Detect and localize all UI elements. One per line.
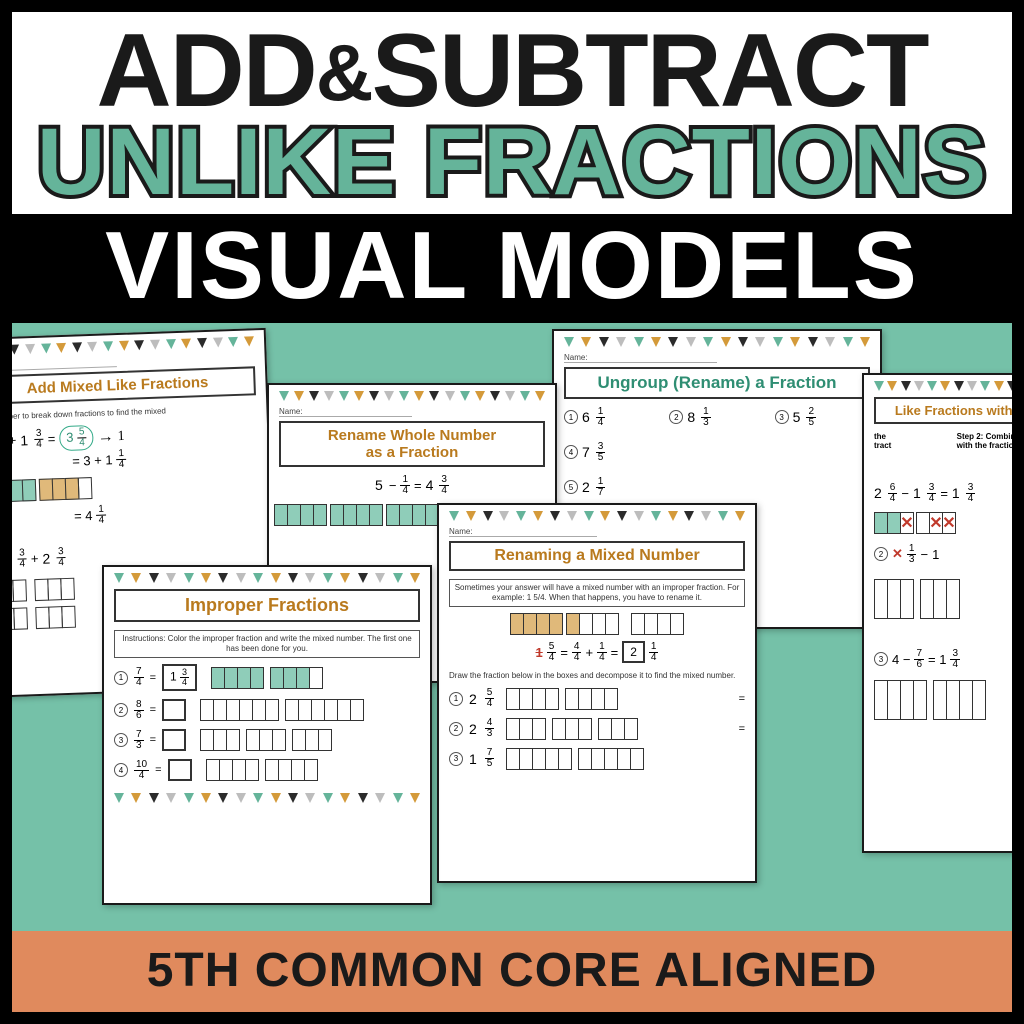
worksheet-title: Ungroup (Rename) a Fraction — [564, 367, 870, 399]
step-labels: thetract Step 2: Combine the new mixed n… — [874, 432, 1012, 450]
item-4: 4 104= — [114, 759, 420, 781]
worksheet-renaming-mixed: Name: Renaming a Mixed Number Sometimes … — [437, 503, 757, 883]
last-eq: 3 4 −76 = 134 — [874, 649, 1012, 670]
regroup-model: ✕ ✕✕ — [874, 512, 1012, 534]
eq-bot: 2 ✕13 −1 — [874, 544, 1012, 565]
bunting-border — [874, 381, 1012, 393]
intro-text: Sometimes your answer will have a mixed … — [449, 579, 745, 608]
step-c: = 4 14 — [74, 499, 261, 526]
title-block: ADD&SUBTRACT UNLIKE FRACTIONS — [12, 12, 1012, 214]
hint-text: Remember to break down fractions to find… — [12, 403, 257, 423]
worksheet-title: Rename Whole Numberas a Fraction — [279, 421, 545, 467]
bunting-border — [12, 336, 254, 358]
subtitle-bar: VISUAL MODELS — [12, 214, 1012, 323]
product-cover: ADD&SUBTRACT UNLIKE FRACTIONS VISUAL MOD… — [8, 8, 1016, 1016]
bunting-border-bottom — [114, 793, 420, 805]
example-eq: 5−14 = 434 — [279, 475, 545, 496]
title-line-1: ADD&SUBTRACT — [32, 22, 992, 121]
eq-mid: 264 − 134 = 134 — [874, 483, 1012, 504]
bunting-border — [114, 573, 420, 585]
item-3: 3 73= — [114, 729, 420, 751]
bunting-border — [449, 511, 745, 523]
name-field: Name: — [12, 357, 117, 372]
item-1: 1 74= 1 34 — [114, 664, 420, 691]
worksheet-title: Improper Fractions — [114, 589, 420, 622]
worksheet-title: Add Mixed Like Fractions — [12, 366, 256, 405]
draw-instr: Draw the fraction below in the boxes and… — [449, 671, 745, 681]
problem-1: 1 254 = — [449, 688, 745, 710]
worksheet-improper: Improper Fractions Instructions: Color t… — [102, 565, 432, 905]
name-field: Name: — [449, 527, 597, 537]
worksheet-like-regroup: Like Fractions with Regrouping thetract … — [862, 373, 1012, 853]
example-eq: 154 =44 +14 =214 — [449, 641, 745, 663]
worksheet-stage: Name: Add Mixed Like Fractions Remember … — [12, 323, 1012, 931]
problem-3: 3 175 — [449, 748, 745, 770]
name-field: Name: — [279, 407, 412, 417]
item-2: 2 86= — [114, 699, 420, 721]
example-model — [449, 613, 745, 635]
footer-bar: 5TH COMMON CORE ALIGNED — [12, 931, 1012, 1012]
eq-top: 234 ← ✕14 — [874, 456, 1012, 477]
worksheet-title: Like Fractions with Regrouping — [874, 397, 1012, 424]
worksheet-title: Renaming a Mixed Number — [449, 541, 745, 571]
empty-bars — [874, 579, 1012, 619]
instructions: Instructions: Color the improper fractio… — [114, 630, 420, 659]
model-bars — [12, 471, 259, 503]
title-line-2: UNLIKE FRACTIONS — [32, 115, 992, 210]
ampersand: & — [316, 28, 372, 117]
bunting-border — [564, 337, 870, 349]
problem-2: 2 243 = — [449, 718, 745, 740]
bunting-border — [279, 391, 545, 403]
name-field: Name: — [564, 353, 717, 363]
